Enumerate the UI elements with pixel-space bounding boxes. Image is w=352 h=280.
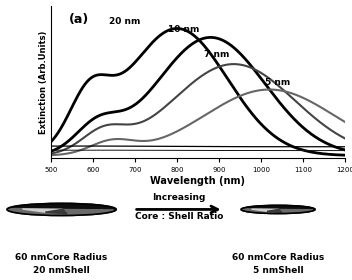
PathPatch shape: [242, 205, 314, 209]
Text: 5 nmShell: 5 nmShell: [253, 266, 303, 275]
Ellipse shape: [250, 206, 295, 211]
Ellipse shape: [7, 203, 116, 216]
Ellipse shape: [13, 204, 94, 213]
Ellipse shape: [21, 205, 86, 212]
Text: 60 nmCore Radius: 60 nmCore Radius: [232, 253, 324, 262]
Text: 7 nm: 7 nm: [204, 50, 230, 59]
Text: (a): (a): [69, 13, 89, 26]
Ellipse shape: [239, 205, 306, 213]
Text: Increasing: Increasing: [152, 193, 206, 202]
Ellipse shape: [245, 206, 300, 212]
Text: Core : Shell Ratio: Core : Shell Ratio: [134, 212, 223, 221]
Polygon shape: [22, 209, 63, 212]
Text: 20 nmShell: 20 nmShell: [33, 266, 90, 275]
PathPatch shape: [243, 209, 313, 213]
Ellipse shape: [241, 205, 315, 214]
Polygon shape: [267, 209, 282, 213]
Polygon shape: [45, 209, 67, 214]
Polygon shape: [251, 209, 279, 211]
Text: 60 nmCore Radius: 60 nmCore Radius: [15, 253, 108, 262]
Text: 10 nm: 10 nm: [168, 25, 199, 34]
PathPatch shape: [8, 203, 114, 209]
Ellipse shape: [4, 203, 102, 214]
X-axis label: Wavelength (nm): Wavelength (nm): [151, 176, 245, 186]
Text: 20 nm: 20 nm: [109, 17, 140, 26]
Y-axis label: Extinction (Arb.Units): Extinction (Arb.Units): [39, 30, 48, 134]
PathPatch shape: [10, 208, 113, 215]
Text: 5 nm: 5 nm: [265, 78, 290, 87]
Ellipse shape: [256, 207, 289, 211]
Ellipse shape: [29, 206, 78, 211]
